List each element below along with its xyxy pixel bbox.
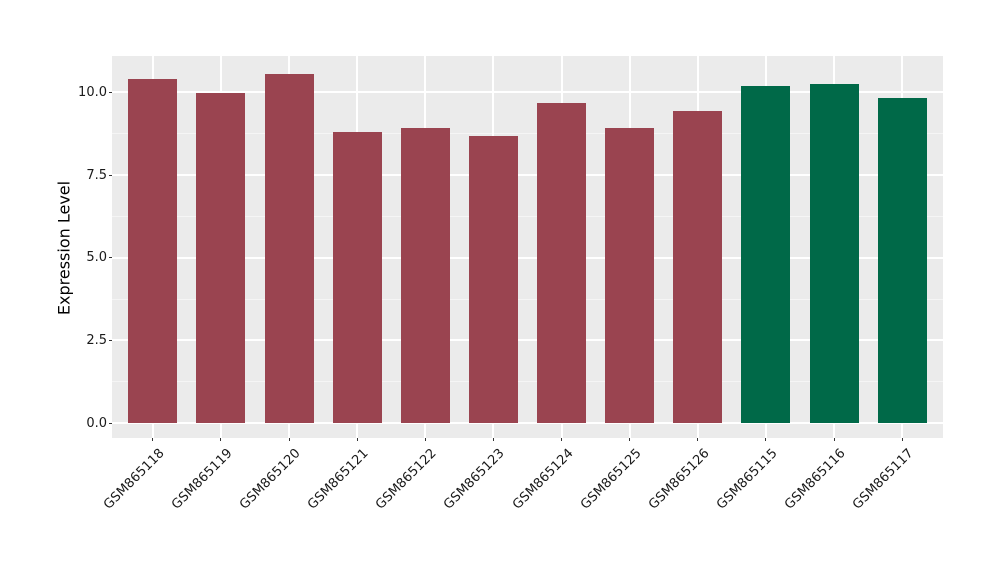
x-tick-label: GSM865121: [305, 446, 372, 513]
bar-GSM865125: [605, 128, 655, 424]
bar-GSM865115: [741, 86, 791, 424]
y-tick-label: 7.5: [86, 167, 107, 183]
x-tick-mark-GSM865123: [492, 438, 494, 441]
x-tick-label: GSM865122: [373, 446, 440, 513]
bar-GSM865121: [332, 132, 382, 424]
y-tick-mark-2.5: [109, 339, 112, 341]
x-tick-mark-GSM865115: [765, 438, 767, 441]
x-tick-label: GSM865115: [713, 446, 781, 513]
bar-GSM865124: [537, 102, 587, 424]
major-gridline-y-2.5: [112, 339, 943, 342]
x-tick-label: GSM865117: [850, 446, 917, 513]
x-tick-mark-GSM865125: [629, 438, 631, 441]
y-tick-mark-5: [109, 257, 112, 259]
y-axis-title: Expression Level: [54, 180, 74, 316]
minor-gridline-y-8.75: [112, 133, 943, 135]
y-tick-mark-7.5: [109, 174, 112, 176]
bar-GSM865116: [809, 84, 859, 424]
x-tick-label: GSM865124: [509, 446, 577, 513]
bar-GSM865126: [673, 110, 723, 424]
y-tick-label: 2.5: [86, 332, 107, 348]
x-tick-label: GSM865120: [237, 446, 304, 513]
x-tick-label: GSM865116: [782, 446, 849, 513]
x-tick-mark-GSM865120: [288, 438, 290, 441]
x-tick-mark-GSM865117: [901, 438, 903, 441]
x-tick-label: GSM865126: [645, 446, 713, 513]
x-tick-mark-GSM865121: [356, 438, 358, 441]
bar-GSM865117: [877, 98, 927, 424]
x-tick-mark-GSM865122: [424, 438, 426, 441]
minor-gridline-y-3.75: [112, 298, 943, 300]
x-tick-label: GSM865125: [577, 446, 645, 513]
minor-gridline-y-1.25: [112, 381, 943, 383]
x-tick-mark-GSM865124: [561, 438, 563, 441]
x-tick-mark-GSM865116: [833, 438, 835, 441]
x-tick-mark-GSM865118: [152, 438, 154, 441]
y-tick-label: 0.0: [86, 415, 107, 431]
major-gridline-y-7.5: [112, 174, 943, 177]
y-tick-mark-0: [109, 422, 112, 424]
major-gridline-y-10: [112, 91, 943, 94]
x-tick-label: GSM865123: [441, 446, 509, 513]
major-gridline-y-5: [112, 256, 943, 259]
x-tick-mark-GSM865126: [697, 438, 699, 441]
y-tick-mark-10: [109, 91, 112, 93]
x-tick-label: GSM865118: [100, 446, 168, 513]
bar-GSM865122: [400, 128, 450, 424]
y-tick-label: 10.0: [78, 84, 107, 100]
y-tick-label: 5.0: [86, 250, 107, 266]
bar-GSM865119: [196, 92, 246, 424]
major-gridline-y-0: [112, 422, 943, 425]
plot-panel: [112, 56, 943, 438]
bar-GSM865120: [264, 74, 314, 424]
bar-GSM865118: [128, 79, 178, 424]
minor-gridline-y-6.25: [112, 215, 943, 217]
x-tick-label: GSM865119: [168, 446, 236, 513]
x-tick-mark-GSM865119: [220, 438, 222, 441]
bar-GSM865123: [468, 136, 518, 424]
